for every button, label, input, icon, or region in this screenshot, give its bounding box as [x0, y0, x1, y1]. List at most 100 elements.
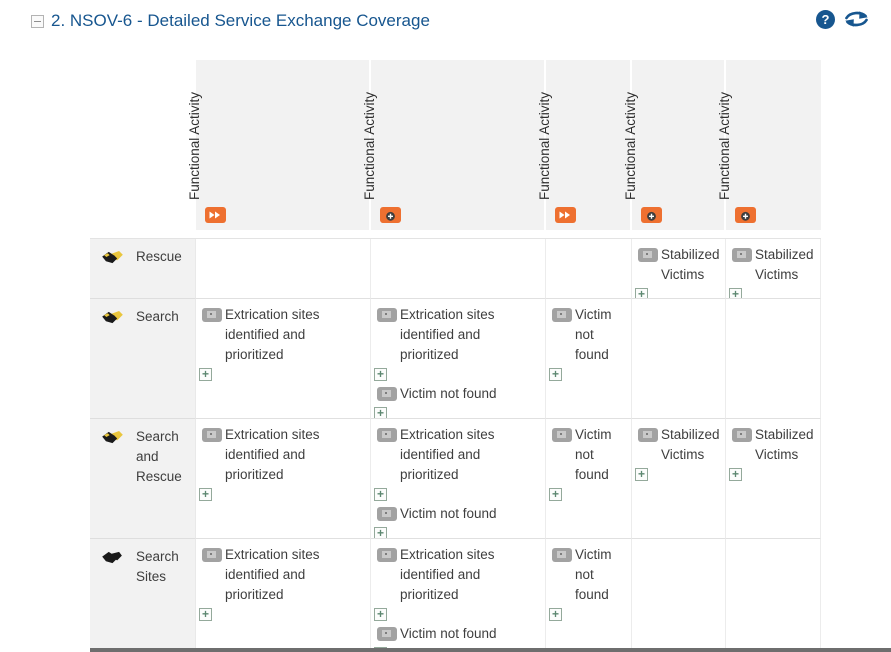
toolbar-icons: ?: [816, 9, 869, 29]
expand-icon[interactable]: +: [374, 407, 387, 418]
row-header[interactable]: Search: [90, 299, 196, 419]
row-header[interactable]: Search Sites: [90, 539, 196, 652]
column-header-1[interactable]: Functional Activity: [187, 60, 371, 230]
exchange-label: Extrication sites identified and priorit…: [400, 427, 495, 482]
exchange-icon: [377, 308, 397, 322]
matrix-cell: Extrication sites identified and priorit…: [196, 539, 371, 652]
handshake-icon: [101, 430, 124, 445]
exchange-entry[interactable]: Stabilized Victims +: [729, 425, 817, 481]
collapse-icon[interactable]: [31, 14, 44, 28]
matrix-cell: Stabilized Victims +: [632, 239, 726, 299]
matrix-cell: Extrication sites identified and priorit…: [371, 299, 546, 419]
column-header-label: Functional Activity: [362, 91, 377, 200]
exchange-icon: [202, 428, 222, 442]
expand-icon[interactable]: +: [374, 527, 387, 538]
exchange-icon: [377, 627, 397, 641]
matrix-cell: Extrication sites identified and priorit…: [196, 419, 371, 539]
exchange-entry[interactable]: Stabilized Victims +: [635, 425, 722, 481]
column-header-label: Functional Activity: [623, 91, 638, 200]
expand-icon[interactable]: +: [729, 468, 742, 481]
exchange-icon: [377, 507, 397, 521]
titlebar: 2. NSOV-6 - Detailed Service Exchange Co…: [31, 11, 430, 31]
exchange-icon: [638, 248, 658, 262]
expand-icon[interactable]: +: [199, 608, 212, 621]
exchange-label: Extrication sites identified and priorit…: [225, 547, 320, 602]
column-header-2[interactable]: Functional Activity: [362, 60, 546, 230]
exchange-entry[interactable]: Extrication sites identified and priorit…: [374, 305, 542, 381]
swap-refresh-icon[interactable]: [844, 9, 869, 29]
bottom-scroll-edge: [90, 648, 891, 652]
exchange-icon: [638, 428, 658, 442]
row-header[interactable]: Search and Rescue: [90, 419, 196, 539]
fast-forward-icon: [205, 207, 226, 223]
expand-icon[interactable]: +: [729, 288, 742, 298]
column-header-4[interactable]: Functional Activity: [623, 60, 726, 230]
exchange-icon: [377, 428, 397, 442]
plus-circle-icon: [735, 207, 756, 223]
exchange-entry[interactable]: Stabilized Victims +: [635, 245, 722, 298]
handshake-icon: [101, 250, 124, 265]
matrix-cell: [632, 299, 726, 419]
row-header-label: Search: [136, 309, 179, 324]
matrix-cell: Extrication sites identified and priorit…: [371, 419, 546, 539]
matrix-cell: Victim not found +: [546, 419, 632, 539]
exchange-label: Victim not found: [575, 427, 612, 482]
exchange-label: Stabilized Victims: [755, 427, 814, 462]
exchange-entry[interactable]: Extrication sites identified and priorit…: [374, 545, 542, 621]
column-header-3[interactable]: Functional Activity: [537, 60, 632, 230]
exchange-label: Extrication sites identified and priorit…: [225, 427, 320, 482]
exchange-label: Stabilized Victims: [661, 427, 720, 462]
matrix-cell: [726, 299, 821, 419]
exchange-entry[interactable]: Victim not found +: [374, 384, 542, 418]
exchange-entry[interactable]: Extrication sites identified and priorit…: [199, 545, 367, 621]
expand-icon[interactable]: +: [199, 488, 212, 501]
plus-circle-icon: [380, 207, 401, 223]
expand-icon[interactable]: +: [374, 488, 387, 501]
exchange-label: Victim not found: [400, 626, 497, 641]
matrix-cell: Stabilized Victims +: [632, 419, 726, 539]
expand-icon[interactable]: +: [549, 608, 562, 621]
exchange-icon: [202, 548, 222, 562]
row-header-label: Rescue: [136, 249, 182, 264]
matrix-cell: Victim not found +: [546, 539, 632, 652]
exchange-label: Victim not found: [400, 386, 497, 401]
matrix-cell: [726, 539, 821, 652]
exchange-label: Stabilized Victims: [661, 247, 720, 282]
column-header-label: Functional Activity: [537, 91, 552, 200]
exchange-entry[interactable]: Extrication sites identified and priorit…: [374, 425, 542, 501]
expand-icon[interactable]: +: [199, 368, 212, 381]
page-title[interactable]: 2. NSOV-6 - Detailed Service Exchange Co…: [51, 11, 430, 30]
exchange-entry[interactable]: Extrication sites identified and priorit…: [199, 425, 367, 501]
expand-icon[interactable]: +: [549, 368, 562, 381]
exchange-entry[interactable]: Victim not found +: [374, 504, 542, 538]
exchange-entry[interactable]: Victim not found +: [549, 425, 628, 501]
matrix-cell: Victim not found +: [546, 299, 632, 419]
matrix-cell: [196, 239, 371, 299]
exchange-icon: [552, 548, 572, 562]
exchange-entry[interactable]: Victim not found +: [549, 545, 628, 621]
exchange-label: Extrication sites identified and priorit…: [400, 307, 495, 362]
exchange-label: Victim not found: [575, 547, 612, 602]
expand-icon[interactable]: +: [549, 488, 562, 501]
exchange-entry[interactable]: Stabilized Victims +: [729, 245, 817, 298]
plus-circle-icon: [641, 207, 662, 223]
expand-icon[interactable]: +: [635, 468, 648, 481]
handshake-dark-icon: [101, 550, 124, 565]
row-header[interactable]: Rescue: [90, 239, 196, 299]
expand-icon[interactable]: +: [374, 368, 387, 381]
help-icon[interactable]: ?: [816, 9, 835, 29]
exchange-entry[interactable]: Victim not found +: [549, 305, 628, 381]
expand-icon[interactable]: +: [374, 608, 387, 621]
exchange-icon: [552, 308, 572, 322]
handshake-icon: [101, 310, 124, 325]
expand-icon[interactable]: +: [635, 288, 648, 298]
column-header-label: Functional Activity: [717, 91, 732, 200]
column-header-5[interactable]: Functional Activity: [717, 60, 821, 230]
exchange-entry[interactable]: Extrication sites identified and priorit…: [199, 305, 367, 381]
exchange-icon: [377, 548, 397, 562]
exchange-icon: [732, 248, 752, 262]
matrix-cell: [371, 239, 546, 299]
exchange-icon: [202, 308, 222, 322]
coverage-matrix-header: Functional Activity Functional Activity Fu…: [90, 60, 821, 230]
